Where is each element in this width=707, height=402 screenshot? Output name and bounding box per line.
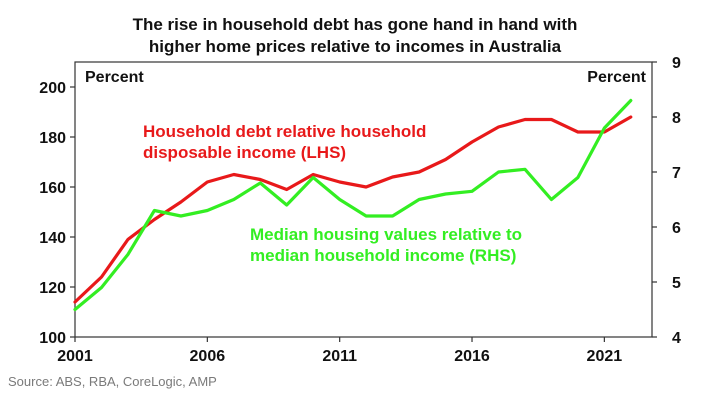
right-y-tick-label: 6 xyxy=(672,220,681,237)
right-y-axis-ticks: 4 5 6 7 8 9 xyxy=(652,55,681,347)
series-label-debt-line-1: Household debt relative household xyxy=(143,122,426,141)
source-note: Source: ABS, RBA, CoreLogic, AMP xyxy=(8,374,217,389)
left-y-tick-label: 100 xyxy=(39,330,66,347)
x-tick-label: 2006 xyxy=(190,348,226,365)
left-axis-unit-label: Percent xyxy=(85,69,144,86)
left-y-tick-label: 140 xyxy=(39,230,66,247)
chart-title-line-1: The rise in household debt has gone hand… xyxy=(133,15,578,34)
chart-title-line-2: higher home prices relative to incomes i… xyxy=(149,37,562,56)
right-axis-unit-label: Percent xyxy=(587,69,646,86)
right-y-tick-label: 7 xyxy=(672,165,681,182)
right-y-tick-label: 9 xyxy=(672,55,681,72)
series-label-debt-line-2: disposable income (LHS) xyxy=(143,143,346,162)
x-tick-label: 2016 xyxy=(454,348,490,365)
left-y-tick-label: 200 xyxy=(39,80,66,97)
right-y-tick-label: 4 xyxy=(672,330,681,347)
left-y-tick-label: 180 xyxy=(39,130,66,147)
x-tick-label: 2021 xyxy=(587,348,623,365)
plot-area-frame xyxy=(74,61,653,338)
left-y-tick-label: 160 xyxy=(39,180,66,197)
right-y-tick-label: 5 xyxy=(672,275,681,292)
housing-values-line xyxy=(73,98,633,312)
household-debt-line xyxy=(73,115,633,304)
left-y-tick-label: 120 xyxy=(39,280,66,297)
series-label-housing-line-1: Median housing values relative to xyxy=(250,225,522,244)
x-axis-ticks: 2001 2006 2011 2016 2021 xyxy=(57,337,622,365)
series-layer xyxy=(73,98,633,312)
right-y-tick-label: 8 xyxy=(672,110,681,127)
x-tick-label: 2011 xyxy=(322,348,357,365)
x-tick-label: 2001 xyxy=(57,348,93,365)
series-label-housing-line-2: median household income (RHS) xyxy=(250,246,516,265)
left-y-axis-ticks: 100 120 140 160 180 200 xyxy=(39,80,75,347)
